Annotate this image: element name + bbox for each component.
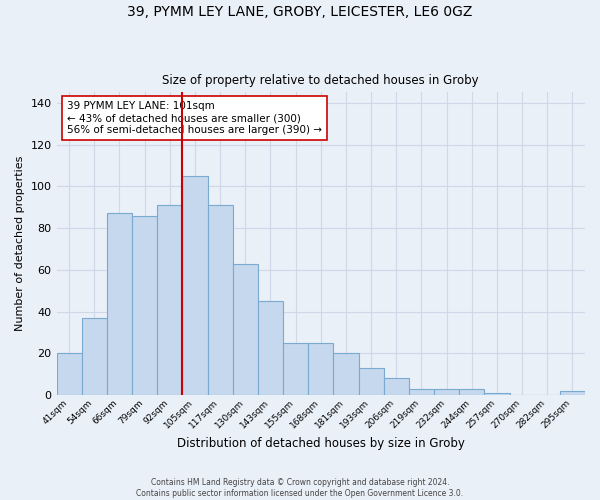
Bar [434,389,459,395]
Bar [208,205,233,395]
Bar [308,343,334,395]
Text: Contains HM Land Registry data © Crown copyright and database right 2024.
Contai: Contains HM Land Registry data © Crown c… [136,478,464,498]
Bar [82,318,107,395]
Bar [107,214,132,395]
Y-axis label: Number of detached properties: Number of detached properties [15,156,25,332]
Bar [359,368,383,395]
Bar [560,391,585,395]
Bar [383,378,409,395]
Bar [409,389,434,395]
Bar [157,205,182,395]
Text: 39, PYMM LEY LANE, GROBY, LEICESTER, LE6 0GZ: 39, PYMM LEY LANE, GROBY, LEICESTER, LE6… [127,5,473,19]
Bar [233,264,258,395]
Bar [182,176,208,395]
Bar [132,216,157,395]
Bar [258,301,283,395]
Bar [334,354,359,395]
Bar [459,389,484,395]
Bar [484,393,509,395]
Bar [56,354,82,395]
Bar [283,343,308,395]
Title: Size of property relative to detached houses in Groby: Size of property relative to detached ho… [163,74,479,87]
Text: 39 PYMM LEY LANE: 101sqm
← 43% of detached houses are smaller (300)
56% of semi-: 39 PYMM LEY LANE: 101sqm ← 43% of detach… [67,102,322,134]
X-axis label: Distribution of detached houses by size in Groby: Distribution of detached houses by size … [177,437,465,450]
